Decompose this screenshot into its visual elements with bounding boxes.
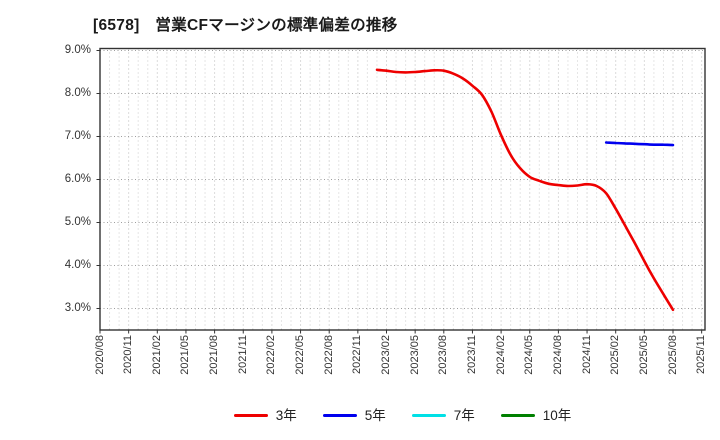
y-tick-label: 8.0% <box>64 87 91 99</box>
series-line-3y <box>375 68 675 312</box>
x-tick-label: 2025/05 <box>637 335 650 375</box>
legend-label-3y: 3年 <box>275 407 297 423</box>
y-tick-label: 4.0% <box>64 259 91 271</box>
legend-label-10y: 10年 <box>542 407 572 423</box>
y-tick-label: 7.0% <box>64 130 91 142</box>
x-tick-label: 2022/08 <box>322 335 335 375</box>
x-tick-label: 2021/11 <box>236 335 249 374</box>
x-tick-label: 2022/05 <box>294 335 307 375</box>
x-tick-label: 2020/11 <box>122 335 135 374</box>
x-tick-label: 2024/02 <box>494 335 507 375</box>
legend: 3年 5年 7年 10年 <box>100 402 705 428</box>
legend-item-7y: 7年 <box>411 407 475 423</box>
x-tick-label: 2021/05 <box>179 335 192 375</box>
x-tick-label: 2023/08 <box>437 335 450 375</box>
y-tick-label: 9.0% <box>64 44 91 56</box>
x-tick-label: 2025/11 <box>695 335 708 374</box>
legend-item-3y: 3年 <box>233 407 297 423</box>
y-tick-label: 6.0% <box>64 173 91 185</box>
x-tick-label: 2023/05 <box>408 335 421 375</box>
x-tick-label: 2023/11 <box>465 335 478 374</box>
x-tick-label: 2025/02 <box>609 335 622 375</box>
legend-label-5y: 5年 <box>364 407 386 423</box>
series-line-5y <box>604 141 675 147</box>
x-tick-label: 2024/05 <box>523 335 536 375</box>
x-tick-label: 2022/02 <box>265 335 278 375</box>
plot-frame <box>99 47 706 331</box>
legend-label-7y: 7年 <box>453 407 475 423</box>
y-tick-label: 3.0% <box>64 302 91 314</box>
x-tick-label: 2024/11 <box>580 335 593 374</box>
legend-line-5y <box>322 413 357 417</box>
legend-line-7y <box>411 413 446 417</box>
chart-title: [6578] 営業CFマージンの標準偏差の推移 <box>93 17 398 34</box>
x-tick-label: 2021/08 <box>208 335 221 375</box>
x-tick-label: 2023/02 <box>380 335 392 375</box>
legend-item-5y: 5年 <box>322 407 386 423</box>
x-tick-label: 2024/08 <box>551 335 564 375</box>
x-tick-label: 2020/08 <box>93 335 106 375</box>
x-tick-label: 2021/02 <box>150 335 163 375</box>
legend-item-10y: 10年 <box>500 407 572 423</box>
legend-line-10y <box>500 413 535 417</box>
y-tick-label: 5.0% <box>64 216 91 228</box>
x-tick-label: 2025/08 <box>666 335 679 375</box>
legend-line-3y <box>233 413 268 417</box>
x-tick-label: 2022/11 <box>351 335 364 374</box>
